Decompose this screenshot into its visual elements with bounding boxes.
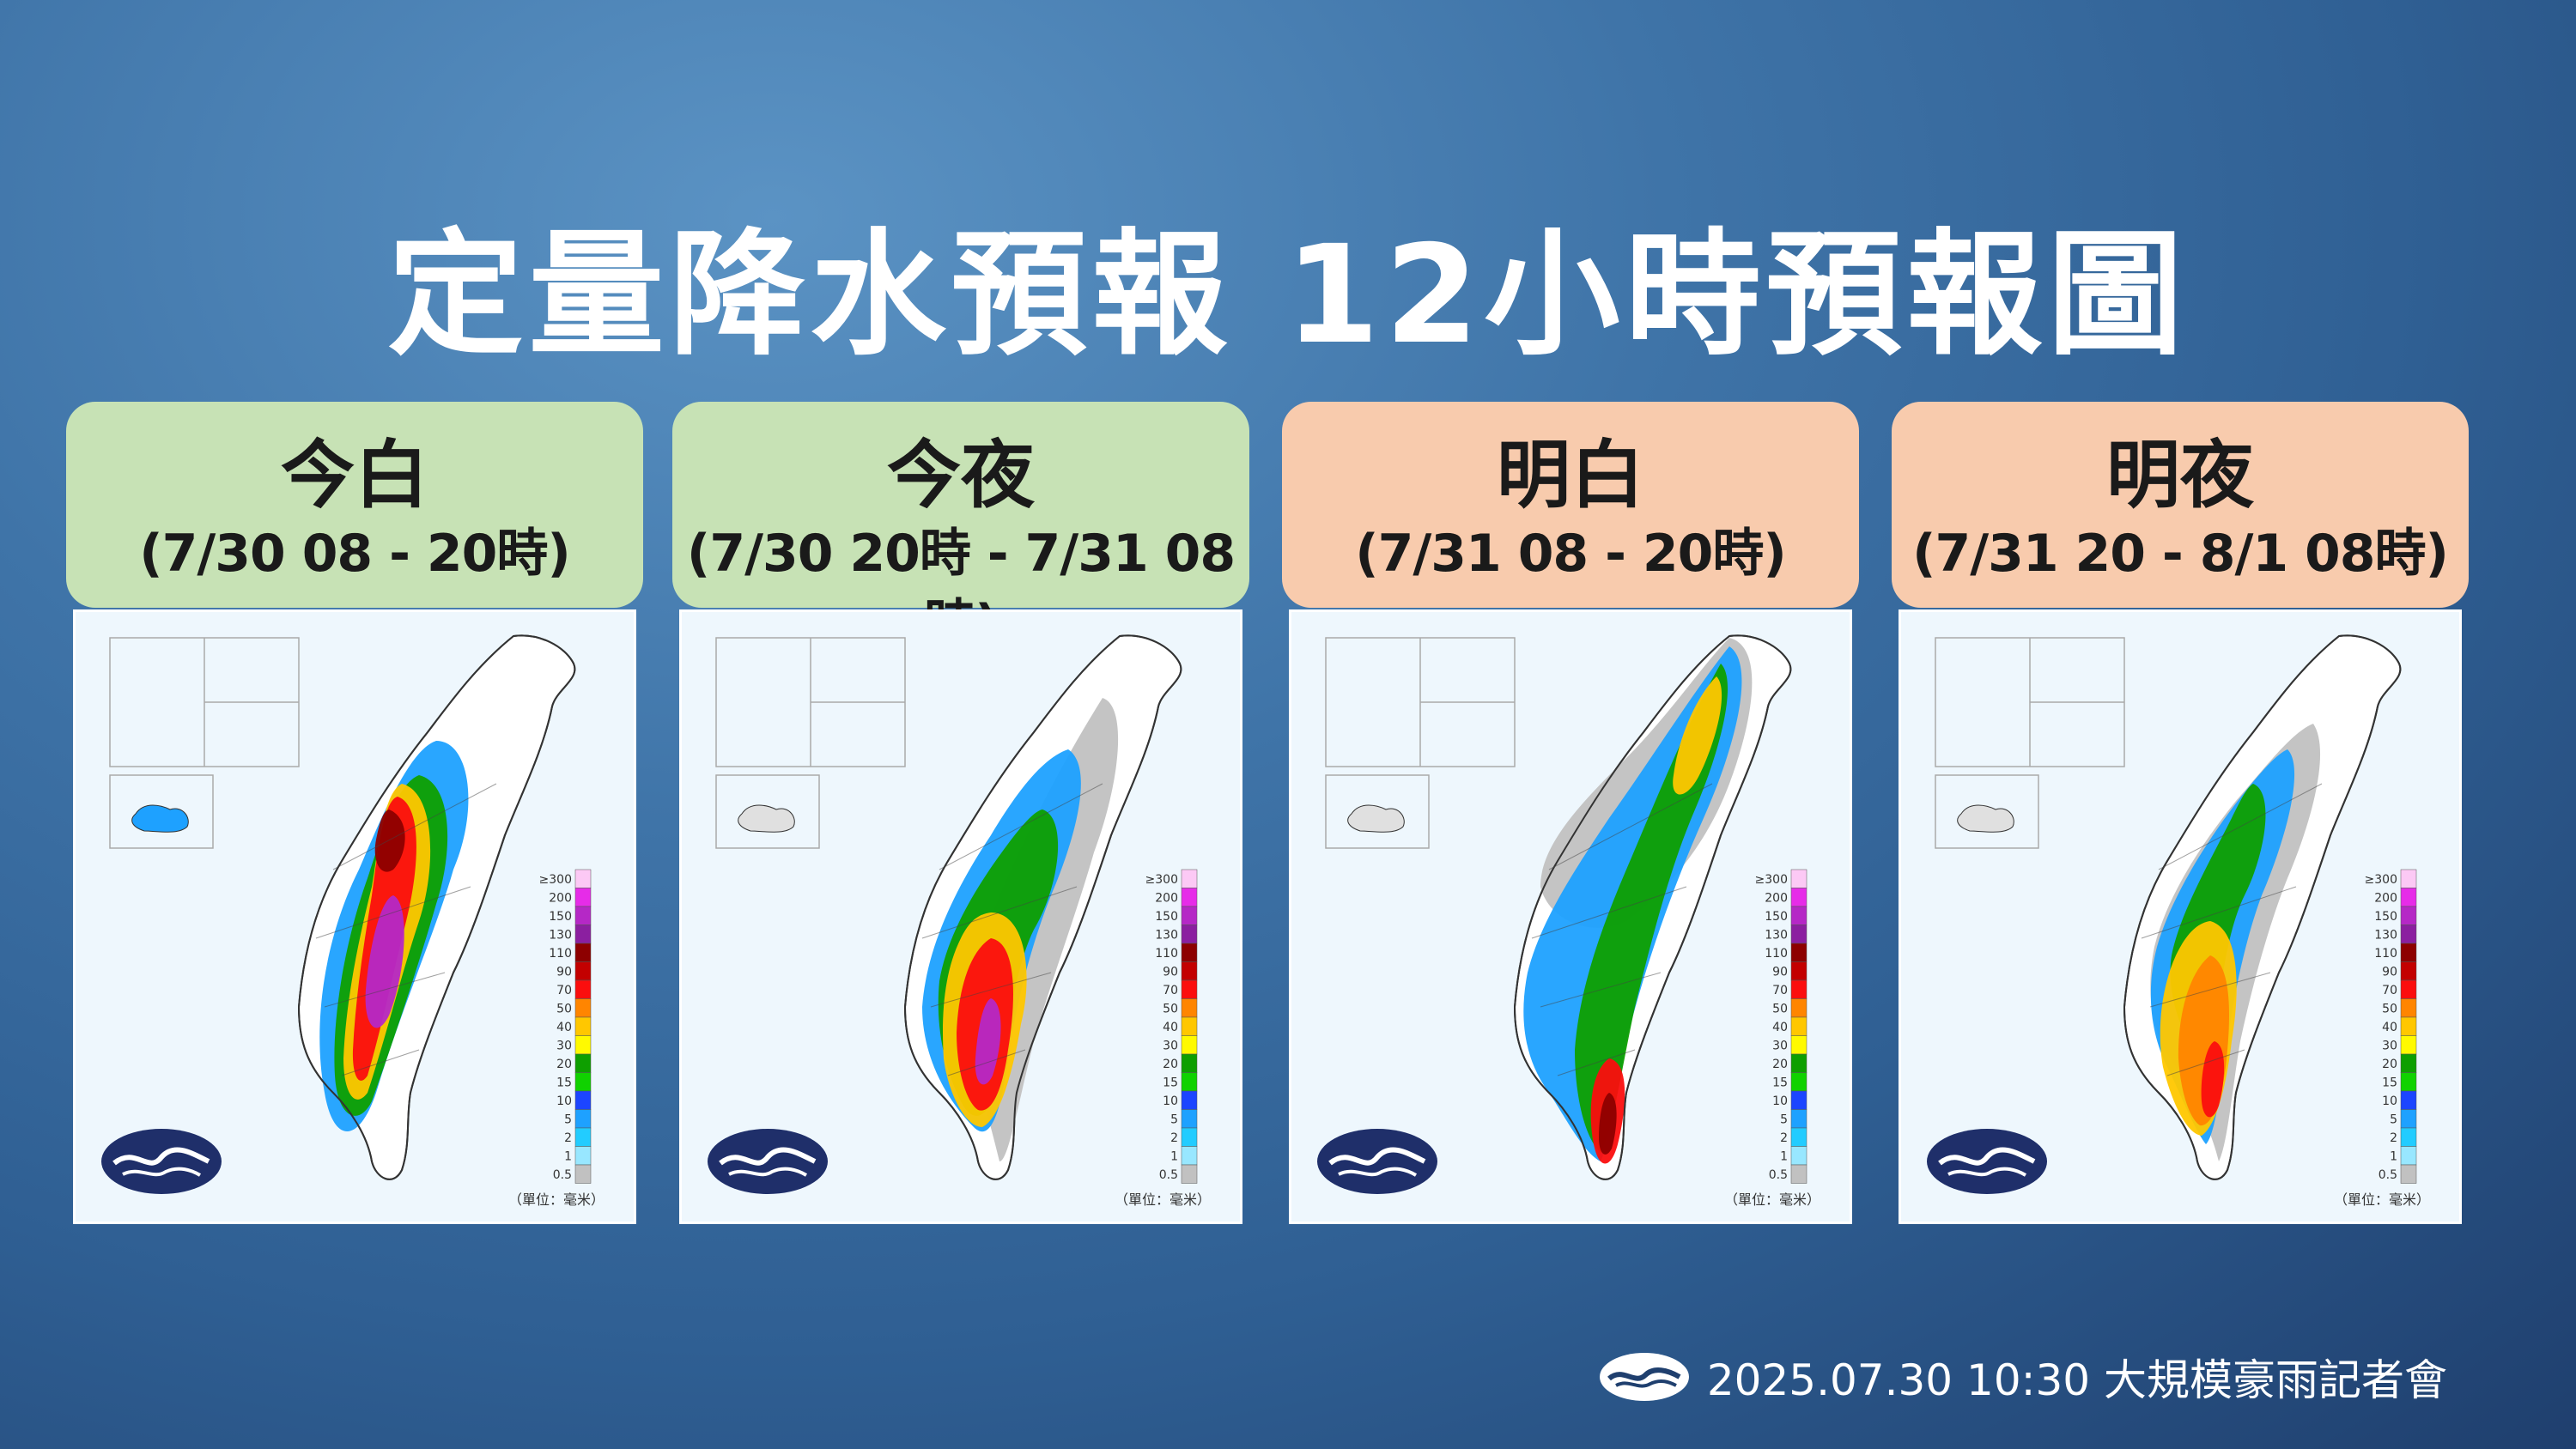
panel-period-name: 今夜 [887,433,1035,518]
forecast-panel-tomorrow-night: 明夜 (7/31 20 - 8/1 08時) ≥300 200 150 130 110 9… [1892,402,2469,1224]
svg-text:5: 5 [2390,1113,2397,1127]
panel-time-range: (7/30 08 - 20時) [139,524,571,584]
panel-header: 明白 (7/31 08 - 20時) [1282,402,1859,608]
svg-text:70: 70 [2382,984,2397,997]
svg-text:1: 1 [564,1150,572,1164]
svg-text:110: 110 [549,947,572,961]
svg-text:30: 30 [1772,1040,1788,1053]
panel-period-name: 今白 [281,433,428,518]
svg-text:2: 2 [1170,1131,1178,1145]
rainfall-map: ≥300 200 150 130 110 90 70 50 40 30 20 15 10 5 2 1 0.5 （單… [73,609,636,1224]
svg-text:20: 20 [1163,1058,1178,1071]
panel-period-name: 明夜 [2106,433,2254,518]
svg-text:90: 90 [2382,966,2397,979]
svg-text:30: 30 [2382,1040,2397,1053]
panel-time-range: (7/31 08 - 20時) [1355,524,1787,584]
svg-text:10: 10 [1772,1094,1788,1108]
svg-text:2: 2 [2390,1131,2397,1145]
svg-text:0.5: 0.5 [2379,1168,2397,1182]
svg-text:≥300: ≥300 [539,873,572,887]
svg-text:200: 200 [2374,892,2397,906]
rainfall-map: ≥300 200 150 130 110 90 70 50 40 30 20 15 10 5 2 1 0.5 （單… [1289,609,1852,1224]
panel-time-range: (7/31 20 - 8/1 08時) [1912,524,2449,584]
svg-text:≥300: ≥300 [2365,873,2397,887]
svg-text:200: 200 [549,892,572,906]
svg-text:150: 150 [1155,910,1178,924]
svg-text:10: 10 [2382,1094,2397,1108]
svg-text:≥300: ≥300 [1755,873,1788,887]
svg-text:90: 90 [556,966,572,979]
svg-text:（單位：毫米）: （單位：毫米） [1724,1191,1820,1208]
svg-text:1: 1 [1170,1150,1178,1164]
svg-text:40: 40 [2382,1021,2397,1034]
svg-text:70: 70 [556,984,572,997]
svg-text:2: 2 [564,1131,572,1145]
svg-text:130: 130 [549,929,572,943]
svg-text:（單位：毫米）: （單位：毫米） [1115,1191,1211,1208]
svg-text:150: 150 [2374,910,2397,924]
rainfall-map: ≥300 200 150 130 110 90 70 50 40 30 20 15 10 5 2 1 0.5 （單… [1899,609,2462,1224]
svg-text:10: 10 [1163,1094,1178,1108]
svg-text:200: 200 [1765,892,1788,906]
svg-text:110: 110 [1765,947,1788,961]
svg-text:70: 70 [1772,984,1788,997]
svg-text:5: 5 [1170,1113,1178,1127]
panel-header: 今白 (7/30 08 - 20時) [66,402,643,608]
svg-text:5: 5 [564,1113,572,1127]
svg-text:40: 40 [1163,1021,1178,1034]
forecast-panel-today-day: 今白 (7/30 08 - 20時) ≥300 200 150 130 110 90 70 5… [66,402,643,1224]
svg-text:0.5: 0.5 [1159,1168,1178,1182]
svg-text:150: 150 [1765,910,1788,924]
svg-text:50: 50 [1163,1003,1178,1016]
svg-text:20: 20 [556,1058,572,1071]
svg-text:200: 200 [1155,892,1178,906]
svg-text:（單位：毫米）: （單位：毫米） [508,1191,605,1208]
svg-text:10: 10 [556,1094,572,1108]
svg-text:1: 1 [1780,1150,1788,1164]
svg-text:50: 50 [556,1003,572,1016]
svg-text:70: 70 [1163,984,1178,997]
svg-text:（單位：毫米）: （單位：毫米） [2334,1191,2430,1208]
svg-text:150: 150 [549,910,572,924]
panel-header: 明夜 (7/31 20 - 8/1 08時) [1892,402,2469,608]
page-title: 定量降水預報 12小時預報圖 [387,216,2189,374]
svg-text:110: 110 [2374,947,2397,961]
cwa-logo-icon [1599,1353,1689,1401]
svg-text:2: 2 [1780,1131,1788,1145]
svg-text:40: 40 [1772,1021,1788,1034]
svg-text:130: 130 [2374,929,2397,943]
svg-text:40: 40 [556,1021,572,1034]
svg-text:20: 20 [2382,1058,2397,1071]
svg-text:15: 15 [1772,1076,1788,1090]
svg-text:110: 110 [1155,947,1178,961]
svg-text:50: 50 [1772,1003,1788,1016]
svg-text:15: 15 [1163,1076,1178,1090]
svg-text:15: 15 [2382,1076,2397,1090]
panel-header: 今夜 (7/30 20時 - 7/31 08時) [672,402,1249,654]
forecast-panel-tonight: 今夜 (7/30 20時 - 7/31 08時) ≥30020015013011… [672,402,1249,1224]
svg-text:130: 130 [1765,929,1788,943]
svg-text:30: 30 [556,1040,572,1053]
svg-text:15: 15 [556,1076,572,1090]
svg-text:0.5: 0.5 [1769,1168,1788,1182]
forecast-panel-tomorrow-day: 明白 (7/31 08 - 20時) ≥300 200 150 130 110 90 70 5… [1282,402,1859,1224]
svg-text:5: 5 [1780,1113,1788,1127]
svg-text:20: 20 [1772,1058,1788,1071]
svg-text:130: 130 [1155,929,1178,943]
rainfall-map: ≥300 200 150 130 110 90 70 50 40 30 20 15 10 5 2 1 0.5 （單… [679,609,1242,1224]
svg-text:0.5: 0.5 [553,1168,572,1182]
footer: 2025.07.30 10:30 大規模豪雨記者會 [1597,1346,2447,1408]
svg-text:90: 90 [1772,966,1788,979]
svg-text:1: 1 [2390,1150,2397,1164]
svg-text:50: 50 [2382,1003,2397,1016]
footer-text: 2025.07.30 10:30 大規模豪雨記者會 [1706,1355,2447,1405]
svg-text:90: 90 [1163,966,1178,979]
panel-period-name: 明白 [1497,433,1644,518]
svg-text:≥300: ≥300 [1145,873,1178,887]
svg-text:30: 30 [1163,1040,1178,1053]
